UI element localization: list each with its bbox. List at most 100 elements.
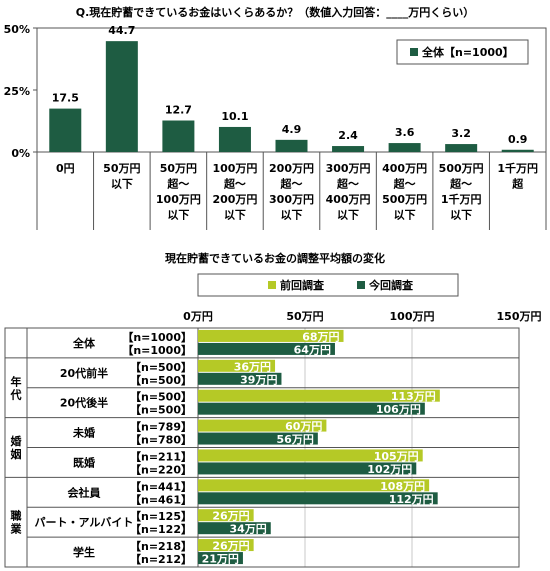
chart2-group-label: 会社員 [68,485,101,499]
chart1-bar [332,146,365,152]
chart2-bar [198,449,423,462]
chart1-category-label: 400万円 [326,193,371,206]
chart1-category-label: 300万円 [326,162,371,175]
chart1-category-label: 400万円 [382,162,427,175]
chart2-group-label: 学生 [73,545,95,559]
chart1-legend-swatch [410,48,418,56]
chart2-bar-value: 68万円 [302,330,339,343]
chart1-category-label: 超 [511,177,524,191]
chart2-bar-value: 112万円 [389,493,434,506]
chart2-legend-label: 今回調査 [368,278,413,292]
chart2-section-label: 婚 [11,434,22,448]
chart1-category-label: 100万円 [156,193,201,206]
chart2-x-tick-label: 0万円 [183,310,213,323]
chart2-sample-size: 【n=500】 [130,374,192,387]
chart2-bar [198,462,417,475]
chart1-category-label: 超～ [393,177,416,191]
chart2-bar [198,329,344,342]
chart1-bar-value: 4.9 [282,123,302,136]
chart1-category-label: 以下 [281,209,303,222]
chart2-bar [198,342,335,355]
chart1-bar [162,120,195,152]
chart1-category-label: 1千万円 [497,161,538,175]
chart2-group-label: パート・アルバイト [35,516,134,529]
chart2-sample-size: 【n=1000】 [122,344,192,357]
chart2-bar [198,432,318,445]
chart1-category-label: 50万円 [103,162,140,175]
chart1-bar-value: 3.2 [451,127,471,140]
chart2-bar-value: 26万円 [212,510,249,523]
chart2-sample-size: 【n=500】 [130,391,192,404]
chart2-x-tick-label: 50万円 [286,310,323,323]
chart2-bar-value: 106万円 [376,403,421,416]
chart1-y-tick-label: 50% [4,23,30,36]
chart1-bar [445,144,478,152]
chart1-category-label: 以下 [394,209,416,222]
chart2-bar-value: 113万円 [391,390,436,403]
chart2-bar-value: 102万円 [367,463,412,476]
chart2-legend-label: 前回調査 [280,278,324,292]
chart1-bar [388,143,421,152]
chart1-category-label: 超～ [280,177,303,191]
chart2-section-label: 年 [11,374,22,388]
chart1-category-label: 200万円 [269,162,314,175]
chart1-y-tick-label: 0% [11,147,30,160]
chart1-legend-box [396,39,529,65]
chart2-x-tick-label: 150万円 [497,310,542,323]
chart2-section-label: 職 [11,509,22,523]
chart2-group-label: 20代後半 [60,396,108,410]
chart1-category-label: 超～ [449,177,472,191]
chart2-bar [198,372,282,385]
chart2-sample-size: 【n=125】 [130,510,192,523]
chart2-legend-swatch [268,281,276,289]
chart2-bar-value: 64万円 [294,343,331,356]
chart2-bar [198,419,327,432]
chart2-sample-size: 【n=211】 [130,450,192,463]
chart2-section-label: 代 [10,387,22,401]
chart1-category-label: 超～ [223,177,246,191]
chart1-bar-value: 0.9 [508,133,528,146]
chart1-bar-value: 44.7 [108,24,135,37]
chart2-group-label: 全体 [72,336,96,350]
chart2-bar-value: 56万円 [277,433,314,446]
chart2-bar-value: 60万円 [285,420,322,433]
chart1-bar [501,149,534,152]
chart1-category-label: 300万円 [269,193,314,206]
chart2-bar-value: 105万円 [374,450,419,463]
chart1-category-label: 500万円 [439,162,484,175]
chart1-bar-value: 3.6 [395,126,415,139]
chart2-bar [198,509,254,522]
chart1-category-label: 50万円 [160,162,197,175]
chart2-section-label: 姻 [11,447,22,461]
chart1-category-label: 1千万円 [441,192,482,206]
chart1-category-label: 以下 [111,178,133,191]
chart2-sample-size: 【n=500】 [130,361,192,374]
chart1-category-label: 以下 [450,209,472,222]
chart2-bar [198,539,254,552]
chart2-sample-size: 【n=441】 [130,480,192,493]
chart1-title: Q.現在貯蓄できているお金はいくらあるか？（数値入力回答：____万円くらい） [76,5,475,19]
chart1-bar [105,41,138,153]
chart2-bar [198,359,276,372]
chart1-bar [275,139,308,152]
chart1-bar-value: 2.4 [338,129,358,142]
chart1-category-label: 超～ [166,177,189,191]
chart2-bar-value: 39万円 [240,373,277,386]
chart2-group-label: 20代前半 [60,366,108,380]
chart2-bar-value: 21万円 [202,553,239,566]
chart1-bar [49,108,82,152]
chart1-category-label: 以下 [337,209,359,222]
chart1-category-label: 以下 [167,209,189,222]
chart1-category-label: 500万円 [382,193,427,206]
chart2-sample-size: 【n=780】 [130,434,192,447]
chart2-bar [198,389,440,402]
chart2-sample-size: 【n=461】 [130,493,192,506]
chart2-bar [198,492,438,505]
chart1-category-label: 0円 [56,162,75,175]
chart2-sample-size: 【n=220】 [130,463,192,476]
chart1-category-label: 200万円 [212,193,257,206]
chart2-legend-swatch [357,281,365,289]
chart1-bar [218,126,251,152]
chart1-category-label: 以下 [224,209,246,222]
chart2-sample-size: 【n=212】 [130,553,192,566]
